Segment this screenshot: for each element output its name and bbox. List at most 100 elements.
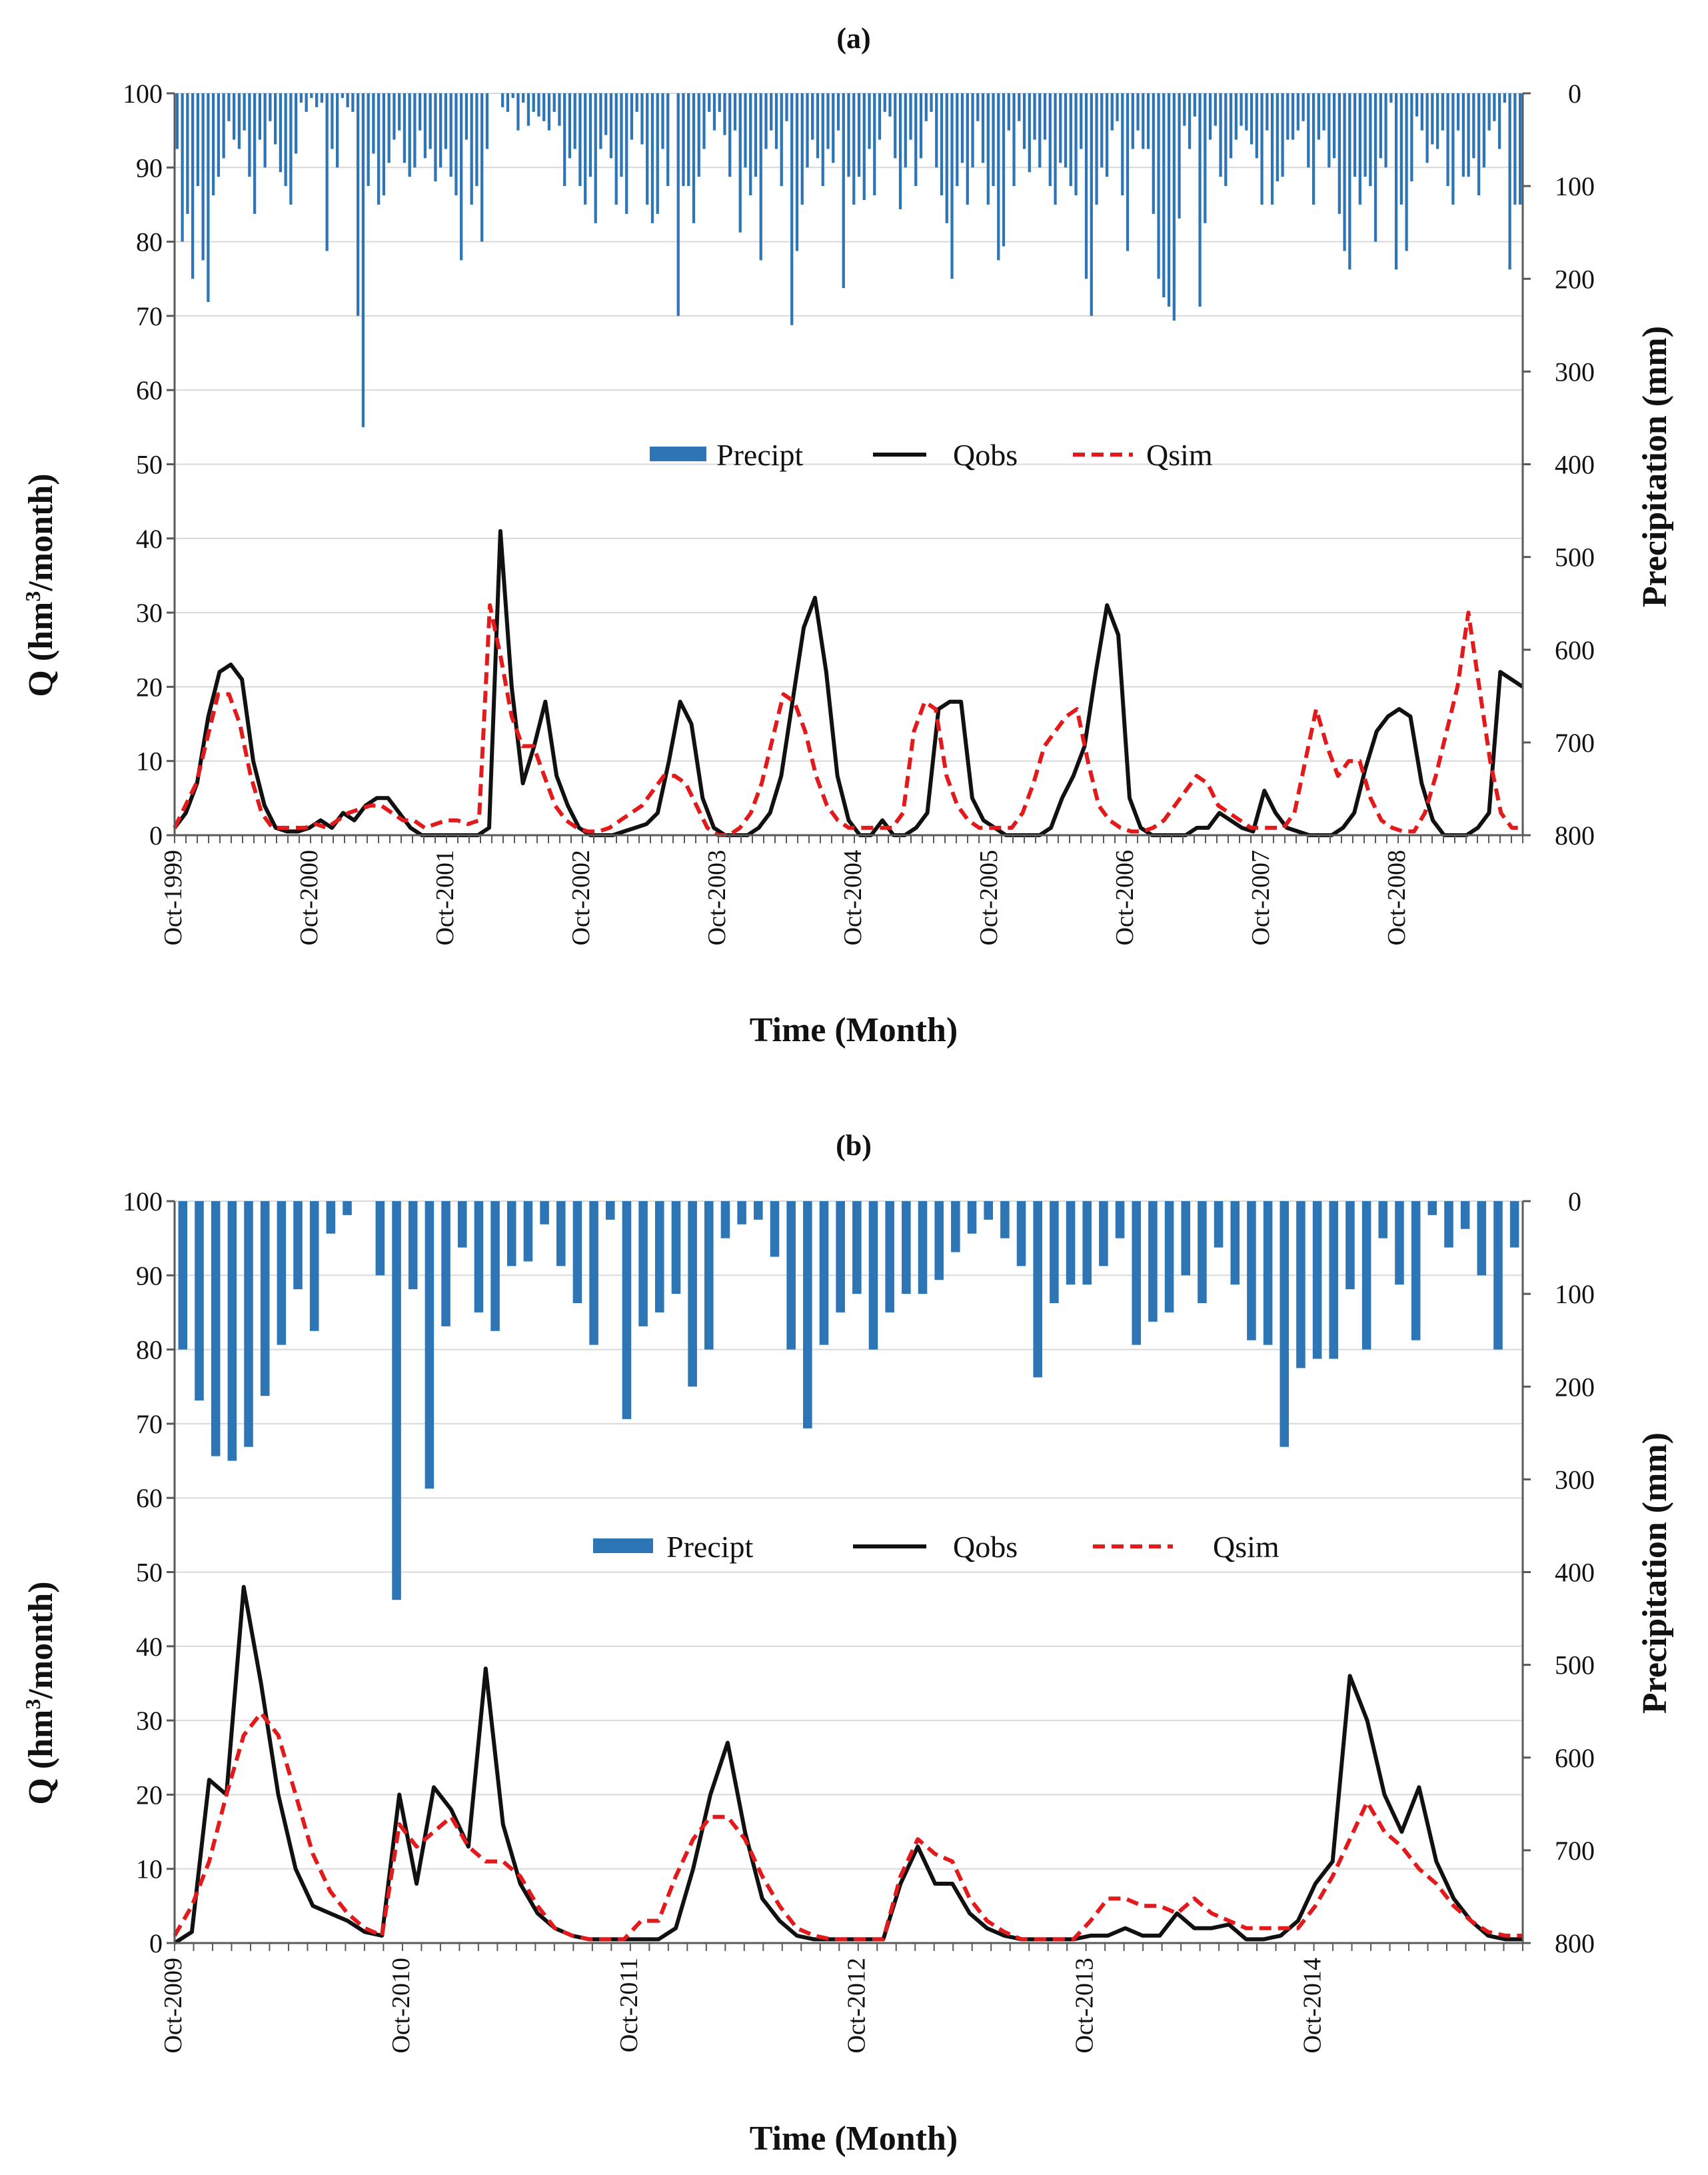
right-tick-label: 600 xyxy=(1555,635,1595,665)
precip-bar xyxy=(904,93,907,168)
precip-bar xyxy=(918,1201,928,1294)
precip-bar xyxy=(547,93,551,131)
panel-a-title: (a) xyxy=(836,22,870,55)
precip-bar xyxy=(1162,93,1166,298)
precip-bar xyxy=(1363,93,1367,177)
precip-bar xyxy=(269,93,272,121)
panel-b: (b) 0 10 20 30 40 50 60 70 80 90 100 0 100 200 300 400… xyxy=(21,1129,1674,2158)
precip-bar xyxy=(274,93,277,145)
precip-bar xyxy=(331,93,334,149)
precip-bar xyxy=(873,93,876,196)
precip-bar xyxy=(728,93,732,177)
precip-bar xyxy=(971,93,974,168)
precip-bar xyxy=(738,93,742,233)
precip-bar xyxy=(1012,93,1016,187)
precip-bar xyxy=(589,1201,598,1345)
precip-bar xyxy=(408,93,411,177)
precip-bar xyxy=(211,1201,221,1456)
precip-bar xyxy=(650,93,654,223)
precip-bar xyxy=(258,93,262,140)
precip-bar xyxy=(1477,93,1481,196)
precip-bar xyxy=(470,93,473,205)
precip-bar xyxy=(326,1201,336,1234)
precip-bar xyxy=(609,93,613,159)
legend-precip-label: Precipt xyxy=(666,1530,754,1564)
precip-bar xyxy=(1054,93,1057,205)
precip-bar xyxy=(244,1201,253,1447)
legend-qobs-label: Qobs xyxy=(953,1530,1018,1564)
precip-bar xyxy=(403,93,407,163)
x-tick-label: Oct-2007 xyxy=(1247,850,1275,946)
precip-bar xyxy=(1048,93,1052,187)
panel-a-precip-bars xyxy=(175,93,1522,427)
precip-bar xyxy=(1518,93,1522,205)
precip-bar xyxy=(1493,1201,1503,1350)
precip-bar xyxy=(1441,93,1444,131)
x-tick-label: Oct-2003 xyxy=(703,850,731,946)
precip-bar xyxy=(661,93,664,149)
y-tick-label: 0 xyxy=(149,1928,163,1958)
legend-qsim-label: Qsim xyxy=(1146,438,1213,472)
precip-bar xyxy=(1132,1201,1142,1345)
precip-bar xyxy=(367,93,370,187)
precip-bar xyxy=(1291,93,1295,140)
precip-bar xyxy=(248,93,251,177)
x-tick-label: Oct-2008 xyxy=(1383,850,1411,946)
precip-bar xyxy=(1361,1201,1371,1350)
y-tick-label: 50 xyxy=(136,450,163,480)
precip-bar xyxy=(847,93,850,177)
precip-bar xyxy=(277,1201,287,1345)
precip-bar xyxy=(1183,93,1186,126)
precip-bar xyxy=(233,93,236,140)
precip-bar xyxy=(284,93,287,187)
precip-bar xyxy=(1270,93,1274,205)
legend-qobs-label: Qobs xyxy=(953,438,1018,472)
precip-bar xyxy=(599,93,602,149)
precip-bar xyxy=(480,93,484,242)
precip-bar xyxy=(704,1201,714,1350)
precip-bar xyxy=(1301,93,1305,121)
precip-bar xyxy=(635,93,638,112)
precip-bar xyxy=(1420,93,1423,131)
precip-bar xyxy=(924,93,928,121)
precip-bar xyxy=(1410,93,1413,182)
precip-bar xyxy=(1080,93,1083,149)
precip-bar xyxy=(888,93,892,117)
precip-bar xyxy=(976,93,980,121)
precip-bar xyxy=(1245,93,1248,131)
precip-bar xyxy=(852,93,856,205)
precip-bar xyxy=(1038,93,1042,168)
precip-bar xyxy=(1204,93,1207,223)
precip-bar xyxy=(537,93,540,117)
precip-bar xyxy=(293,1201,303,1290)
precip-bar xyxy=(1348,93,1351,270)
precip-bar xyxy=(770,1201,780,1257)
precip-bar xyxy=(207,93,210,303)
panel-b-title: (b) xyxy=(836,1129,872,1162)
right-tick-label: 200 xyxy=(1555,1372,1595,1402)
precip-bar xyxy=(1497,93,1501,149)
precip-bar xyxy=(754,1201,763,1220)
precip-bar xyxy=(1399,93,1403,205)
precip-bar xyxy=(1446,93,1449,187)
precip-bar xyxy=(181,93,184,242)
panel-a-ylabel-right: Precipitation (mm) xyxy=(1636,326,1674,607)
x-tick-label: Oct-2005 xyxy=(975,850,1003,946)
panel-a-x-ticks: Oct-1999 Oct-2000 Oct-2001 Oct-2002 Oct-2003… xyxy=(159,835,1523,946)
y-tick-label: 80 xyxy=(136,227,163,257)
precip-bar xyxy=(1405,93,1408,251)
precip-bar xyxy=(1099,1201,1108,1266)
panel-a-ylabel-left: Q (hm3/month) xyxy=(21,473,60,697)
precip-bar xyxy=(572,1201,582,1304)
panel-a: (a) 0 10 20 30 40 50 60 70 80 90 100 0 100 200 300 400… xyxy=(21,22,1674,1049)
precip-bar xyxy=(325,93,329,251)
precip-bar xyxy=(460,93,463,261)
precip-bar xyxy=(967,1201,977,1234)
precip-bar xyxy=(960,93,964,163)
precip-bar xyxy=(1461,93,1465,177)
precip-bar xyxy=(506,1201,516,1266)
precip-bar xyxy=(930,93,933,112)
precip-bar xyxy=(614,93,618,205)
precip-bar xyxy=(1281,93,1284,177)
